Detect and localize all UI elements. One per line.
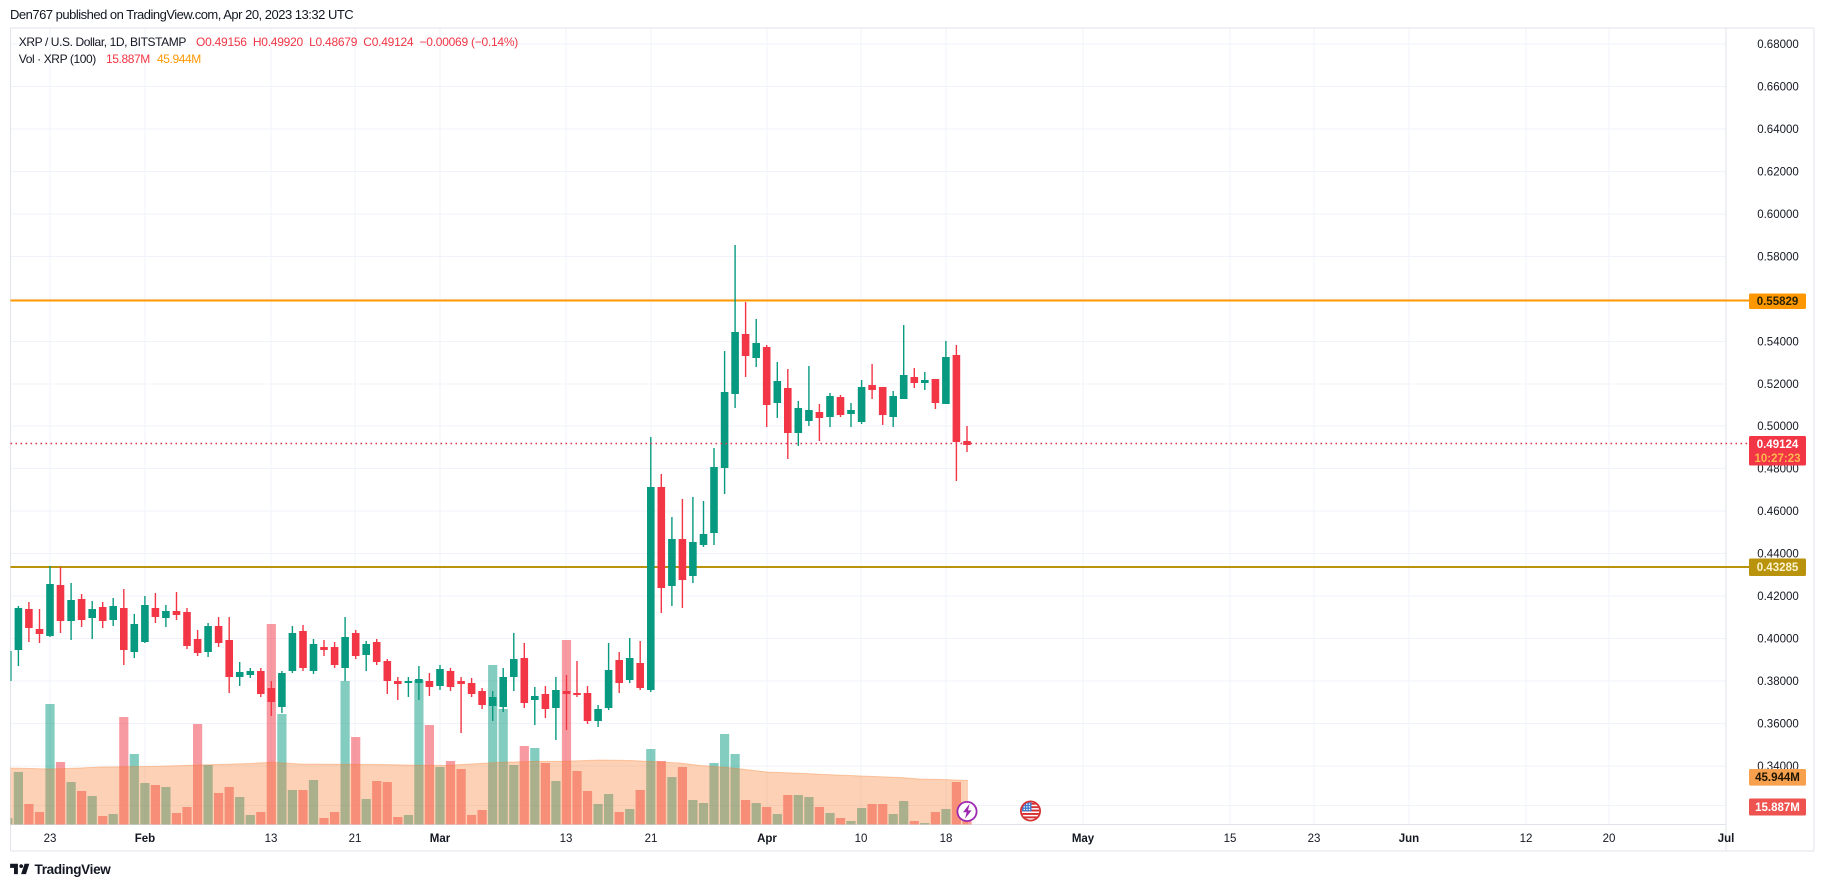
svg-text:0.40000: 0.40000 — [1757, 634, 1799, 646]
svg-text:0.46000: 0.46000 — [1757, 506, 1799, 518]
svg-text:10:27:23: 10:27:23 — [1754, 453, 1800, 465]
svg-text:13: 13 — [560, 833, 573, 845]
svg-text:10: 10 — [855, 833, 868, 845]
svg-text:21: 21 — [349, 833, 362, 845]
svg-text:21: 21 — [645, 833, 658, 845]
svg-text:15: 15 — [1224, 833, 1237, 845]
svg-text:0.44000: 0.44000 — [1757, 549, 1799, 561]
svg-text:Vol · XRP (100): Vol · XRP (100) — [19, 52, 97, 66]
svg-text:0.43285: 0.43285 — [1757, 562, 1799, 574]
svg-text:45.944M: 45.944M — [1755, 772, 1800, 784]
svg-text:0.54000: 0.54000 — [1757, 336, 1799, 348]
svg-text:Mar: Mar — [430, 833, 451, 845]
svg-text:0.64000: 0.64000 — [1757, 124, 1799, 136]
svg-text:0.55829: 0.55829 — [1757, 296, 1799, 308]
svg-text:Jul: Jul — [1718, 833, 1735, 845]
svg-text:Apr: Apr — [757, 833, 777, 845]
svg-text:0.36000: 0.36000 — [1757, 719, 1799, 731]
svg-text:TradingView: TradingView — [35, 862, 112, 877]
svg-text:O0.49156 H0.49920 L0.48679: O0.49156 H0.49920 L0.48679 C0.49124 −0.0… — [196, 35, 518, 49]
svg-text:XRP / U.S. Dollar, 1D, BITSTAM: XRP / U.S. Dollar, 1D, BITSTAMP — [19, 35, 187, 49]
svg-text:45.944M: 45.944M — [157, 52, 201, 66]
svg-text:0.66000: 0.66000 — [1757, 82, 1799, 94]
svg-text:Jun: Jun — [1399, 833, 1419, 845]
svg-text:15.887M: 15.887M — [106, 52, 150, 66]
svg-text:23: 23 — [1308, 833, 1321, 845]
svg-text:23: 23 — [44, 833, 57, 845]
svg-text:12: 12 — [1520, 833, 1533, 845]
svg-text:Den767 published on TradingVie: Den767 published on TradingView.com, Apr… — [10, 7, 353, 22]
svg-text:Feb: Feb — [135, 833, 155, 845]
svg-text:0.52000: 0.52000 — [1757, 379, 1799, 391]
svg-text:0.68000: 0.68000 — [1757, 39, 1799, 51]
svg-text:0.49124: 0.49124 — [1757, 439, 1799, 451]
svg-text:20: 20 — [1603, 833, 1616, 845]
svg-text:0.38000: 0.38000 — [1757, 676, 1799, 688]
svg-text:0.60000: 0.60000 — [1757, 209, 1799, 221]
svg-text:0.50000: 0.50000 — [1757, 421, 1799, 433]
svg-text:May: May — [1072, 833, 1095, 845]
svg-text:0.58000: 0.58000 — [1757, 251, 1799, 263]
svg-text:15.887M: 15.887M — [1755, 802, 1800, 814]
svg-text:0.42000: 0.42000 — [1757, 591, 1799, 603]
svg-text:0.62000: 0.62000 — [1757, 166, 1799, 178]
svg-text:13: 13 — [265, 833, 278, 845]
svg-text:0.48000: 0.48000 — [1757, 464, 1799, 476]
svg-text:18: 18 — [940, 833, 953, 845]
